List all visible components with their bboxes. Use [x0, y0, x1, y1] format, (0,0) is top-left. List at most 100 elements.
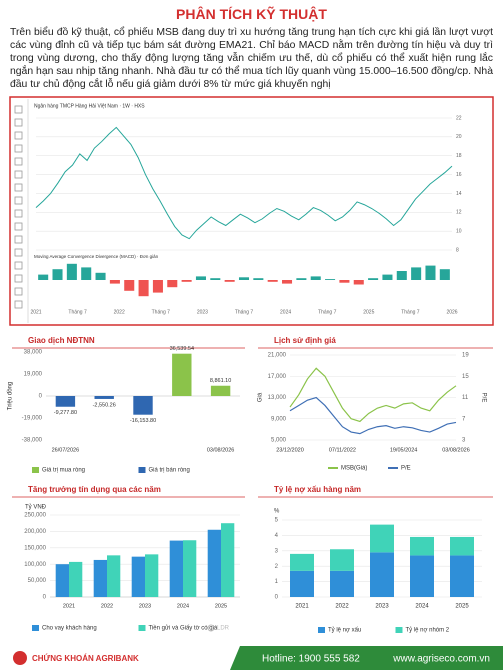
y-tick-label: 200,000: [24, 529, 46, 535]
paragraph: Trên biểu đồ kỹ thuật, cổ phiếu MSB đang…: [10, 27, 493, 90]
macd-bar: [282, 280, 293, 284]
macd-bar: [310, 276, 321, 280]
macd-bar: [224, 280, 235, 282]
macd-bar: [353, 280, 364, 285]
macd-bar: [339, 280, 350, 283]
value-label: -2,550.26: [93, 402, 116, 408]
x-tick-label: 26/07/2026: [52, 447, 80, 453]
bar-segment: [290, 570, 314, 597]
macd-bar: [152, 280, 163, 293]
chart-frame: [9, 96, 494, 326]
macd-bar: [167, 280, 178, 288]
y-tick-label: 5: [275, 518, 279, 524]
x-tick-label: Tháng 7: [68, 309, 87, 315]
macd-bar: [325, 279, 336, 280]
bar-segment: [330, 549, 354, 571]
x-tick-label: 2025: [363, 309, 374, 315]
y-tick-label: 38,000: [24, 350, 43, 356]
y-tick-label: 9,000: [271, 416, 287, 422]
y-axis-title: Giá: [258, 392, 264, 402]
legend-swatch: [32, 625, 39, 631]
macd-bar: [382, 274, 393, 280]
macd-title: Moving Average Convergence Divergence (M…: [34, 254, 159, 259]
x-tick-label: 2025: [215, 603, 227, 609]
macd-bar: [195, 276, 206, 280]
x-tick-label: 2023: [139, 603, 151, 609]
bar: [145, 554, 159, 597]
y-tick-label: 19,000: [24, 372, 43, 378]
y-tick-label: 7: [462, 416, 466, 422]
bar: [69, 561, 83, 597]
legend-label: Tỷ lệ nợ nhóm 2: [406, 627, 450, 634]
y-tick-label: 21,000: [268, 353, 287, 359]
y-tick-label: 3: [275, 548, 279, 554]
macd-bar: [52, 269, 63, 280]
x-tick-label: 2025: [455, 604, 469, 610]
macd-bar: [66, 263, 77, 280]
bar-segment: [410, 536, 434, 556]
macd-bar: [425, 265, 436, 280]
bar-segment: [450, 555, 474, 597]
y-tick-label: 14: [456, 191, 462, 197]
legend-label: MSB(Giá): [341, 466, 367, 472]
legend-swatch: [138, 625, 146, 631]
x-tick-label: Tháng 7: [318, 309, 337, 315]
legend-label: Tỷ lệ nợ xấu: [328, 627, 361, 634]
tool-icon: [14, 144, 23, 153]
x-tick-label: 2021: [63, 603, 75, 609]
macd-bar: [267, 280, 278, 282]
bar: [169, 540, 183, 597]
y-tick-label: 250,000: [24, 513, 46, 519]
legend-label: Cho vay khách hàng: [42, 626, 97, 632]
x-tick-label: 23/12/2020: [276, 447, 304, 453]
x-tick-label: 2021: [30, 309, 41, 315]
legend-swatch: [207, 624, 215, 632]
macd-bar: [296, 278, 307, 280]
y-tick-label: 100,000: [24, 562, 46, 568]
x-tick-label: 2023: [375, 604, 389, 610]
tool-icon: [14, 248, 23, 257]
bar-segment: [410, 555, 434, 597]
legend-swatch: [138, 467, 146, 473]
tool-icon: [14, 222, 23, 231]
y-tick-label: 8: [456, 247, 459, 253]
page-title: PHÂN TÍCH KỸ THUẬT: [176, 6, 327, 22]
y-tick-label: 4: [275, 533, 279, 539]
legend-label: Giá trị bán ròng: [149, 468, 190, 474]
value-label: 36,539.54: [170, 346, 194, 352]
chart-title: Giao dịch NĐTNN: [28, 336, 95, 345]
bar: [131, 556, 145, 597]
y-tick-label: 22: [456, 115, 462, 121]
logo: [13, 651, 27, 665]
price-line: [35, 126, 453, 240]
x-tick-label: 2022: [335, 604, 349, 610]
chart-title: Ngân hàng TMCP Hàng Hải Việt Nam · 1W · …: [34, 103, 145, 109]
tool-icon: [14, 274, 23, 283]
macd-bar: [411, 267, 422, 280]
chart-title: Tỷ lệ nợ xấu hàng năm: [274, 485, 361, 494]
chart-title: Tăng trưởng tín dụng qua các năm: [28, 485, 161, 494]
macd-bar: [238, 277, 250, 280]
y-tick-label: 150,000: [24, 545, 46, 551]
legend-swatch: [318, 627, 325, 633]
macd-bar: [109, 280, 120, 284]
tool-icon: [14, 261, 23, 270]
bar-segment: [450, 536, 474, 556]
x-tick-label: 2024: [177, 603, 189, 609]
y-tick-label: 19: [462, 353, 469, 359]
bar: [207, 529, 221, 597]
chart-title: Lịch sử định giá: [274, 336, 336, 345]
y-tick-label: 3: [462, 438, 466, 444]
y-tick-label: 0: [275, 595, 279, 601]
bar-segment: [370, 524, 394, 553]
y-tick-label: 16: [456, 172, 462, 178]
macd-bar: [81, 267, 92, 280]
bar-segment: [330, 570, 354, 597]
y-axis-title: Tỷ VNĐ: [25, 504, 47, 511]
bar-segment: [290, 553, 314, 571]
y2-axis-title: P/E: [480, 393, 486, 403]
x-tick-label: Tháng 7: [235, 309, 254, 315]
x-tick-label: 2022: [101, 603, 113, 609]
x-tick-label: 03/08/2026: [207, 447, 235, 453]
